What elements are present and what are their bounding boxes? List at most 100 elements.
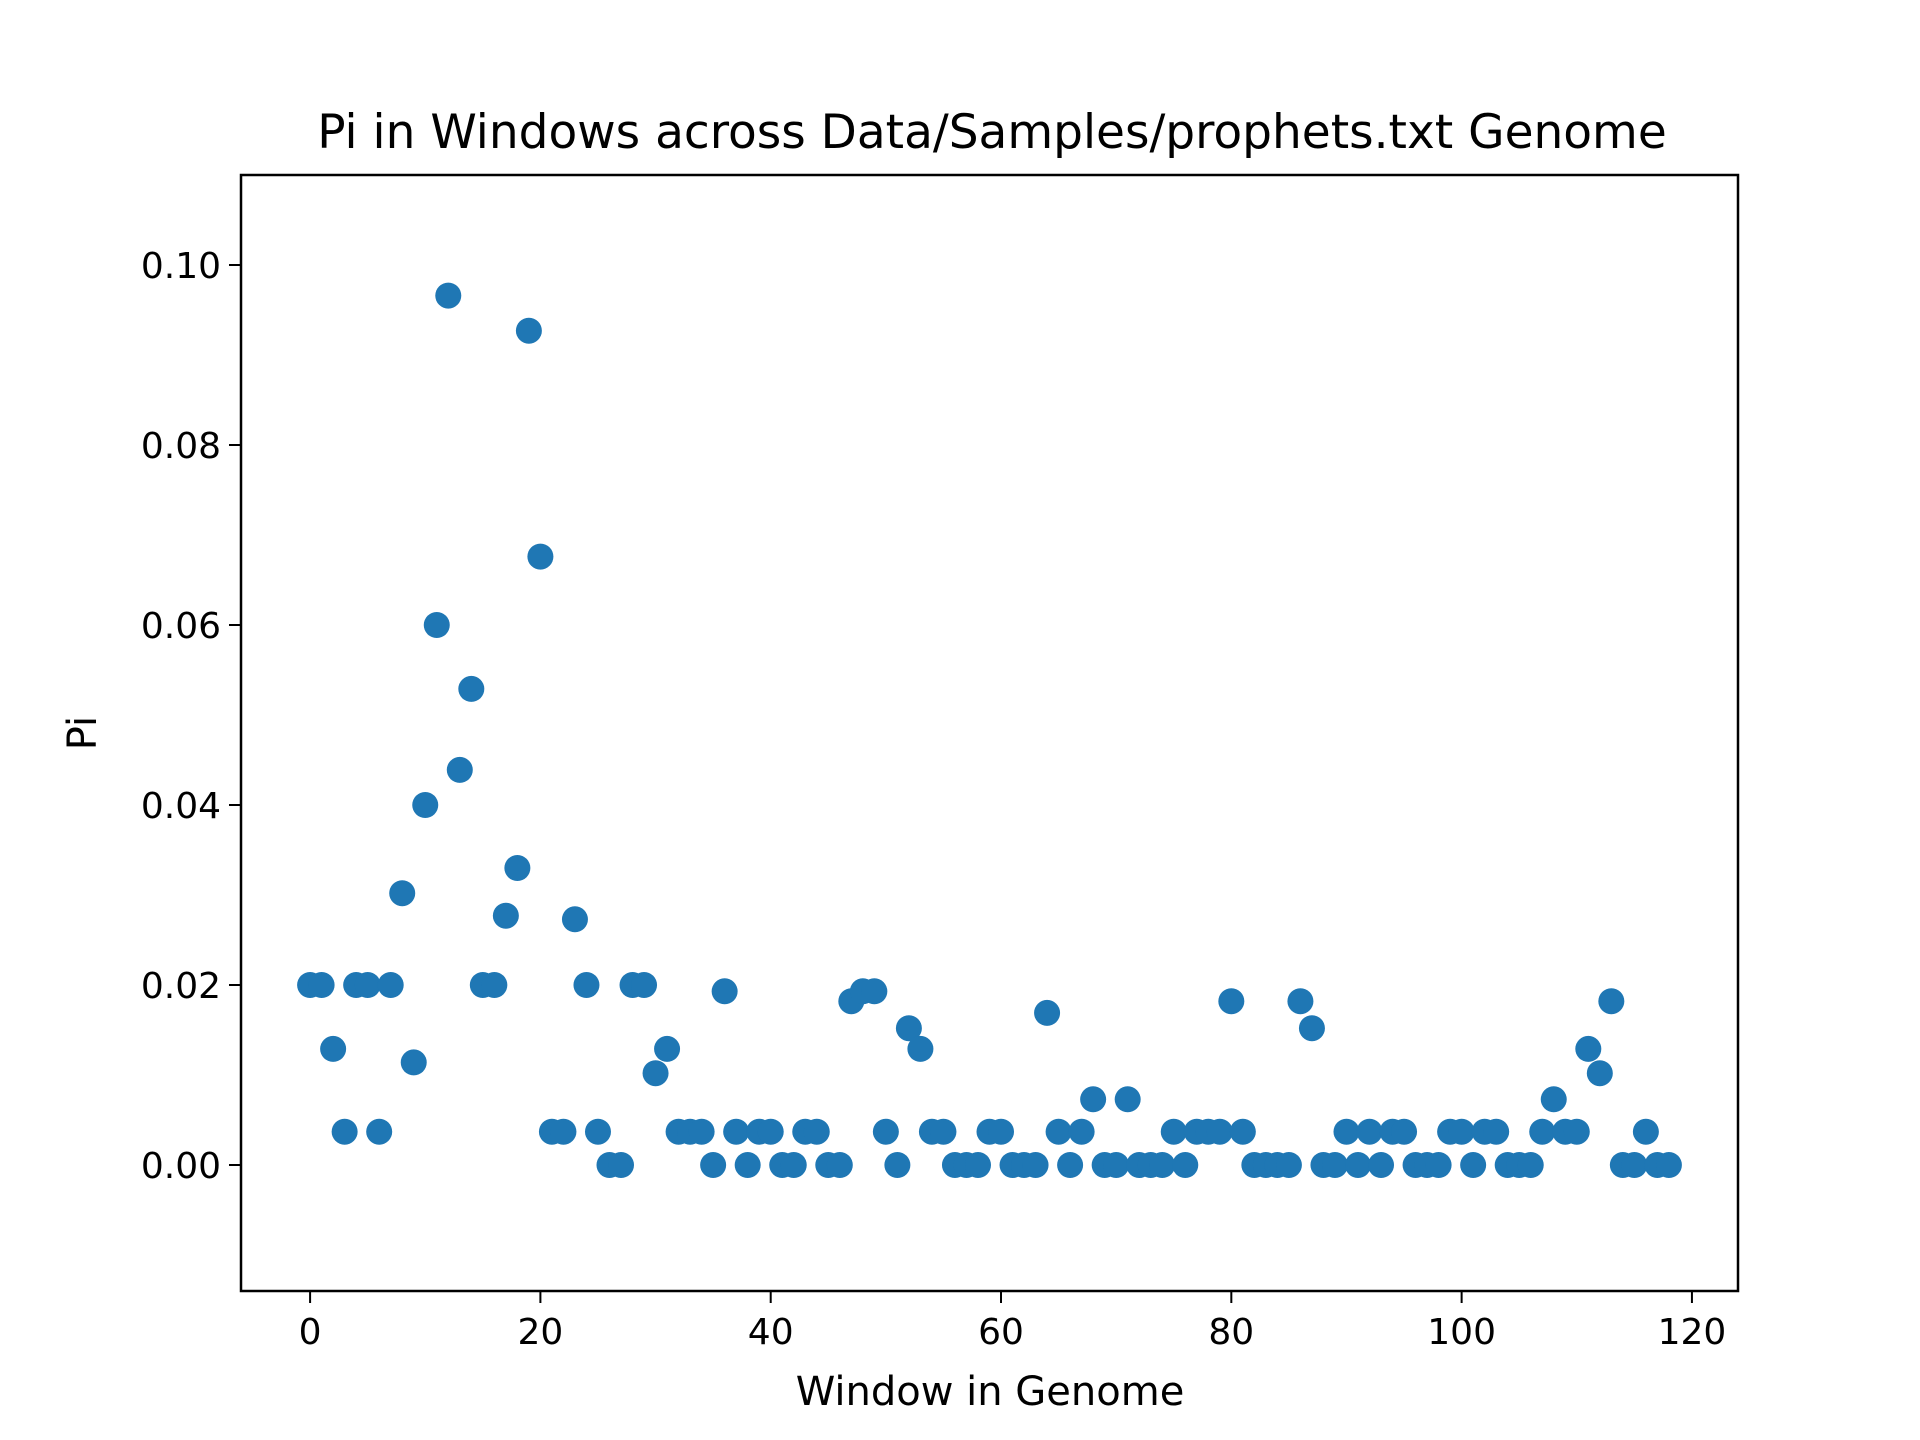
- y-tick-label: 0.00: [141, 1146, 221, 1187]
- data-point: [1368, 1152, 1395, 1178]
- x-tick-label: 20: [517, 1312, 563, 1353]
- data-point: [1218, 988, 1245, 1015]
- data-point: [734, 1152, 761, 1178]
- y-tick-label: 0.10: [141, 246, 221, 287]
- data-point: [320, 1035, 347, 1062]
- y-axis: 0.00 0.02 0.04 0.06 0.08 0.10: [141, 246, 241, 1187]
- data-point: [826, 1152, 853, 1178]
- data-point: [1621, 1152, 1648, 1178]
- data-point: [803, 1118, 830, 1145]
- data-point: [561, 906, 588, 933]
- data-point: [389, 880, 416, 907]
- data-point: [654, 1035, 681, 1062]
- x-tick-label: 100: [1427, 1312, 1496, 1353]
- data-point: [757, 1118, 784, 1145]
- data-point: [412, 792, 439, 818]
- data-point: [308, 972, 335, 998]
- data-point: [780, 1152, 807, 1178]
- plot-area-frame: [239, 173, 1740, 1293]
- data-point: [458, 675, 485, 702]
- data-point: [930, 1118, 957, 1145]
- data-point: [366, 1118, 393, 1145]
- data-point: [1540, 1086, 1567, 1113]
- data-point: [711, 978, 738, 1005]
- data-point: [642, 1060, 669, 1087]
- data-point: [1598, 988, 1625, 1015]
- data-point: [1344, 1152, 1371, 1178]
- x-tick-label: 60: [978, 1312, 1024, 1353]
- x-tick-label: 40: [748, 1312, 794, 1353]
- data-point: [1425, 1152, 1452, 1178]
- data-point: [1275, 1152, 1302, 1178]
- data-point: [1045, 1118, 1072, 1145]
- y-tick-label: 0.08: [141, 426, 221, 467]
- data-point: [573, 972, 600, 998]
- data-point: [608, 1152, 635, 1178]
- data-point: [527, 543, 554, 570]
- data-point: [1160, 1118, 1187, 1145]
- data-point: [1483, 1118, 1510, 1145]
- data-point: [1298, 1015, 1325, 1042]
- data-point: [423, 612, 450, 638]
- data-point: [1321, 1152, 1348, 1178]
- data-point: [1103, 1152, 1130, 1178]
- data-point: [1022, 1152, 1049, 1178]
- data-point: [1287, 988, 1314, 1015]
- x-tick-label: 80: [1208, 1312, 1254, 1353]
- data-point: [1333, 1118, 1360, 1145]
- data-point: [1632, 1118, 1659, 1145]
- data-point: [1391, 1118, 1418, 1145]
- data-point: [354, 972, 381, 998]
- data-point: [1586, 1060, 1613, 1087]
- data-point: [1563, 1118, 1590, 1145]
- data-point: [861, 978, 888, 1005]
- y-axis-label: Pi: [60, 716, 106, 750]
- data-point: [1356, 1118, 1383, 1145]
- data-point: [331, 1118, 358, 1145]
- data-point: [446, 756, 473, 783]
- data-point: [688, 1118, 715, 1145]
- data-point: [884, 1152, 911, 1178]
- y-tick-label: 0.04: [141, 786, 221, 827]
- data-point: [700, 1152, 727, 1178]
- data-point: [377, 972, 404, 998]
- data-point: [504, 855, 531, 881]
- chart-title: Pi in Windows across Data/Samples/prophe…: [317, 105, 1667, 160]
- data-point: [1057, 1152, 1084, 1178]
- x-tick-label: 0: [299, 1312, 322, 1353]
- data-point: [481, 972, 508, 998]
- data-points: [297, 282, 1682, 1178]
- data-point: [1448, 1118, 1475, 1145]
- data-point: [492, 902, 519, 929]
- y-tick-label: 0.02: [141, 966, 221, 1007]
- data-point: [1529, 1118, 1556, 1145]
- data-point: [988, 1118, 1015, 1145]
- data-point: [1229, 1118, 1256, 1145]
- data-point: [1517, 1152, 1544, 1178]
- data-point: [435, 282, 462, 309]
- y-tick-label: 0.06: [141, 606, 221, 647]
- data-point: [631, 972, 658, 998]
- data-point: [872, 1118, 899, 1145]
- data-point: [723, 1118, 750, 1145]
- x-axis: 0 20 40 60 80 100 120: [299, 1291, 1727, 1353]
- data-point: [1080, 1086, 1107, 1113]
- x-tick-label: 120: [1658, 1312, 1727, 1353]
- data-point: [515, 317, 542, 344]
- data-point: [1655, 1152, 1682, 1178]
- x-axis-label: Window in Genome: [796, 1369, 1185, 1415]
- data-point: [1114, 1086, 1141, 1113]
- data-point: [1068, 1118, 1095, 1145]
- data-point: [584, 1118, 611, 1145]
- data-point: [1034, 999, 1061, 1026]
- data-point: [964, 1152, 991, 1178]
- data-point: [1575, 1035, 1602, 1062]
- data-point: [550, 1118, 577, 1145]
- data-point: [400, 1049, 427, 1076]
- data-point: [907, 1035, 934, 1062]
- data-point: [1460, 1152, 1487, 1178]
- data-point: [1172, 1152, 1199, 1178]
- data-point: [1149, 1152, 1176, 1178]
- data-point: [1206, 1118, 1233, 1145]
